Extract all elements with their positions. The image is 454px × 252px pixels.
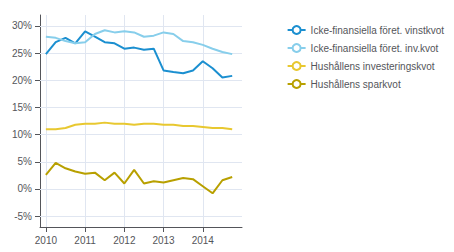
- svg-text:Hushållens investeringskvot: Hushållens investeringskvot: [311, 61, 435, 72]
- svg-text:30%: 30%: [12, 20, 32, 31]
- svg-text:2011: 2011: [74, 235, 96, 246]
- svg-text:Icke-finansiella föret. vinstk: Icke-finansiella föret. vinstkvot: [311, 25, 445, 36]
- svg-text:2014: 2014: [192, 235, 215, 246]
- svg-text:2012: 2012: [113, 235, 136, 246]
- svg-text:0%: 0%: [18, 183, 33, 194]
- svg-text:2010: 2010: [35, 235, 58, 246]
- svg-text:Hushållens sparkvot: Hushållens sparkvot: [311, 79, 401, 90]
- svg-text:10%: 10%: [12, 129, 32, 140]
- svg-text:15%: 15%: [12, 102, 32, 113]
- svg-text:5%: 5%: [18, 156, 33, 167]
- svg-text:Icke-finansiella föret. inv.kv: Icke-finansiella föret. inv.kvot: [311, 43, 439, 54]
- svg-text:2013: 2013: [152, 235, 175, 246]
- svg-text:-5%: -5%: [14, 211, 32, 222]
- svg-text:20%: 20%: [12, 75, 32, 86]
- svg-text:25%: 25%: [12, 48, 32, 59]
